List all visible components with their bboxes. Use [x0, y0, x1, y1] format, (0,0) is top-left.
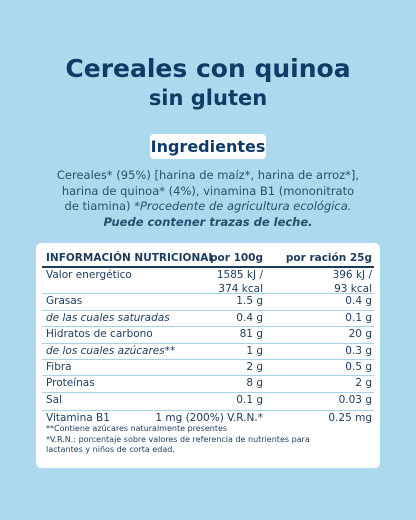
- cell: Valor energético: [46, 269, 132, 281]
- rule: [42, 359, 374, 360]
- cell: 1.5 g: [236, 295, 263, 307]
- rule: [42, 410, 374, 411]
- cell: 1585 kJ /: [216, 269, 263, 281]
- cell: 374 kcal: [218, 283, 263, 295]
- cell: por 100g: [210, 252, 263, 264]
- cell: 20 g: [348, 328, 372, 340]
- rule: [42, 343, 374, 344]
- cell: INFORMACIÓN NUTRICIONAL: [46, 252, 216, 264]
- ingredients-note: *Procedente de agricultura ecológica.: [134, 199, 352, 213]
- cell: 2 g: [355, 377, 372, 389]
- subtitle: sin gluten: [148, 86, 268, 110]
- cell: 81 g: [239, 328, 263, 340]
- cell: Fibra: [46, 361, 72, 373]
- cell: 396 kJ /: [332, 269, 372, 281]
- rule: [42, 326, 374, 327]
- cell: de los cuales azúcares**: [46, 345, 176, 357]
- rule: [42, 375, 374, 376]
- cell: 2 g: [246, 361, 263, 373]
- rule: [42, 392, 374, 393]
- cell: 0.1 g: [236, 394, 263, 406]
- rule: [42, 266, 374, 268]
- cell: 1 mg (200%) V.R.N.*: [155, 412, 263, 424]
- ingredients-text: Cereales* (95%) [harina de maíz*, harina…: [56, 168, 360, 213]
- cell: por ración 25g: [285, 252, 372, 264]
- rule: [42, 310, 374, 311]
- cell: 1 g: [246, 345, 263, 357]
- cell: 0.03 g: [338, 394, 372, 406]
- cell: 0.4 g: [345, 295, 372, 307]
- ingredients: Cereales* (95%) [harina de maíz*, harina…: [54, 168, 362, 230]
- cell: Proteínas: [46, 377, 95, 389]
- cell: de las cuales saturadas: [46, 312, 170, 324]
- allergen: Puede contener trazas de leche.: [103, 214, 313, 229]
- cell: 93 kcal: [334, 283, 372, 295]
- cell: 0.4 g: [236, 312, 263, 324]
- cell: Vitamina B1: [46, 412, 110, 424]
- heading-box: [150, 134, 266, 159]
- cell: 0.3 g: [345, 345, 372, 357]
- ingredients-heading: Ingredientes: [150, 137, 266, 156]
- cell: Sal: [46, 394, 63, 406]
- footnote: *V.R.N.: porcentaje sobre valores de ref…: [46, 435, 310, 454]
- rule: [42, 293, 374, 294]
- cell: 0.5 g: [345, 361, 372, 373]
- cell: 0.25 mg: [328, 412, 372, 424]
- cell: Grasas: [46, 295, 83, 307]
- nutrition-table: INFORMACIÓN NUTRICIONAL por 100g por ració…: [36, 243, 380, 468]
- cell: 0.1 g: [345, 312, 372, 324]
- cell: Hidratos de carbono: [46, 328, 153, 340]
- title: Cereales con quinoa: [65, 54, 351, 83]
- footnote: **Contiene azúcares naturalmente present…: [46, 424, 228, 433]
- cell: 8 g: [246, 377, 263, 389]
